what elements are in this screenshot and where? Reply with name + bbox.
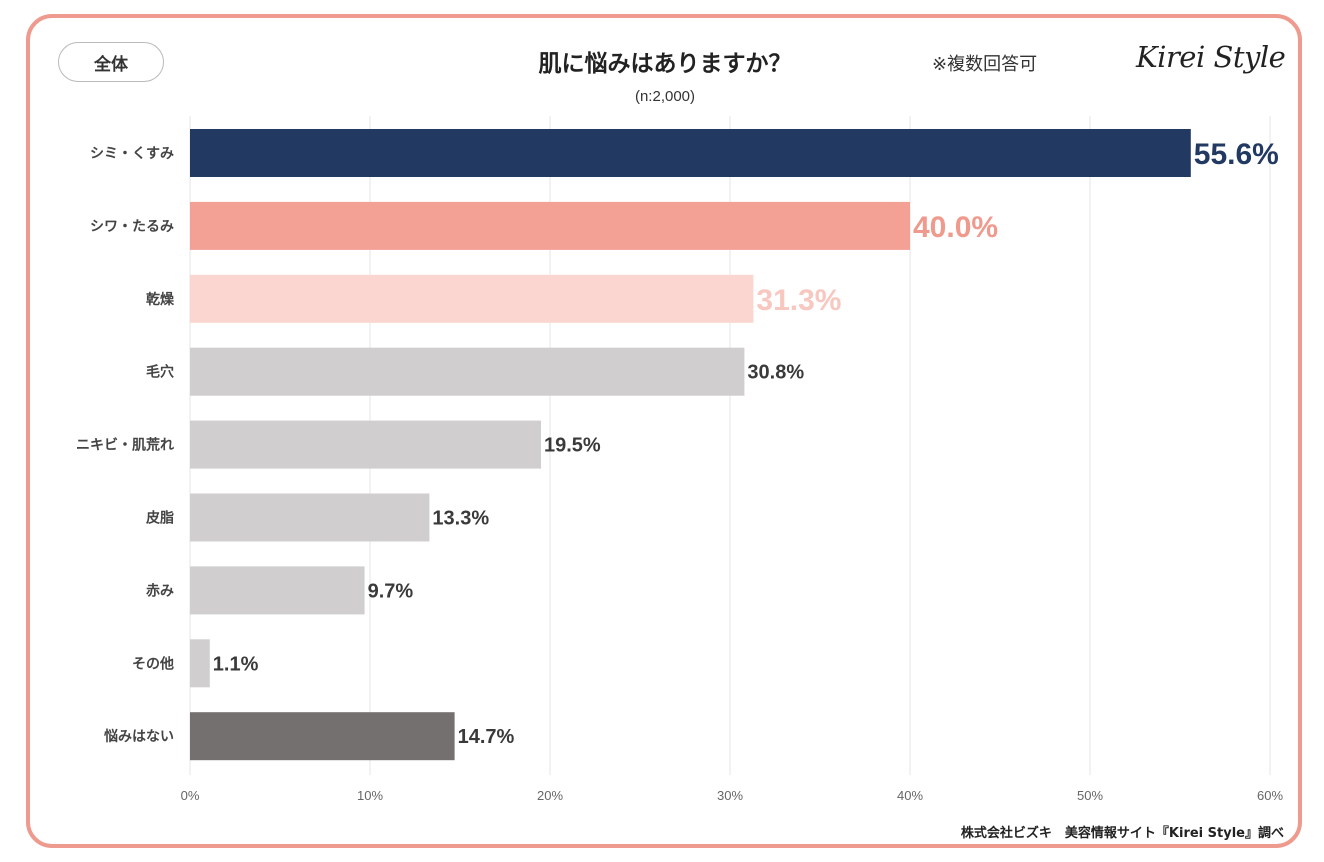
- value-label: 30.8%: [747, 362, 804, 384]
- category-label: シワ・たるみ: [90, 219, 174, 235]
- category-label: 皮脂: [145, 510, 174, 527]
- category-label: その他: [132, 655, 174, 672]
- value-label: 13.3%: [432, 508, 489, 530]
- bar: [190, 347, 745, 396]
- multiple-answer-note: ※複数回答可: [932, 54, 1038, 75]
- brand-logo: Kirei Style: [1136, 40, 1286, 74]
- bar: [190, 201, 910, 250]
- category-label: 乾燥: [146, 291, 175, 308]
- category-label: 赤み: [146, 583, 174, 599]
- x-tick-label: 0%: [181, 788, 200, 803]
- category-label: ニキビ・肌荒れ: [76, 437, 174, 454]
- x-tick-label: 40%: [897, 788, 923, 803]
- segment-tag: 全体: [58, 42, 164, 82]
- category-label: シミ・くすみ: [90, 146, 174, 162]
- bar: [190, 712, 455, 761]
- value-label: 14.7%: [458, 726, 515, 748]
- value-label: 55.6%: [1194, 138, 1279, 171]
- chart-title: 肌に悩みはありますか？: [538, 51, 792, 77]
- source-credit: 株式会社ビズキ 美容情報サイト『Kirei Style』調べ: [960, 826, 1284, 841]
- bar: [190, 274, 754, 323]
- x-tick-label: 10%: [357, 788, 383, 803]
- bar: [190, 493, 430, 542]
- x-tick-label: 60%: [1257, 788, 1283, 803]
- bar: [190, 129, 1191, 177]
- x-tick-label: 50%: [1077, 788, 1103, 803]
- category-label: 悩みはない: [104, 728, 174, 745]
- bar: [190, 639, 210, 688]
- value-label: 40.0%: [913, 211, 998, 244]
- category-label: 毛穴: [146, 364, 174, 381]
- value-label: 1.1%: [213, 653, 259, 675]
- x-tick-label: 30%: [717, 788, 743, 803]
- x-tick-label: 20%: [537, 788, 563, 803]
- value-label: 9.7%: [368, 580, 414, 602]
- bar: [190, 566, 365, 615]
- chart-frame: [26, 14, 1302, 848]
- value-label: 31.3%: [756, 284, 841, 317]
- bar: [190, 420, 541, 469]
- value-label: 19.5%: [544, 435, 601, 457]
- sample-size: (n:2,000): [634, 88, 696, 105]
